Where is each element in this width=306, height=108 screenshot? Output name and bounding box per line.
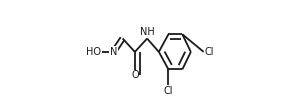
Text: HO: HO (86, 47, 101, 57)
Text: N: N (110, 47, 117, 57)
Text: O: O (131, 70, 139, 80)
Text: NH: NH (140, 27, 155, 37)
Text: Cl: Cl (164, 86, 173, 96)
Text: Cl: Cl (204, 47, 214, 57)
